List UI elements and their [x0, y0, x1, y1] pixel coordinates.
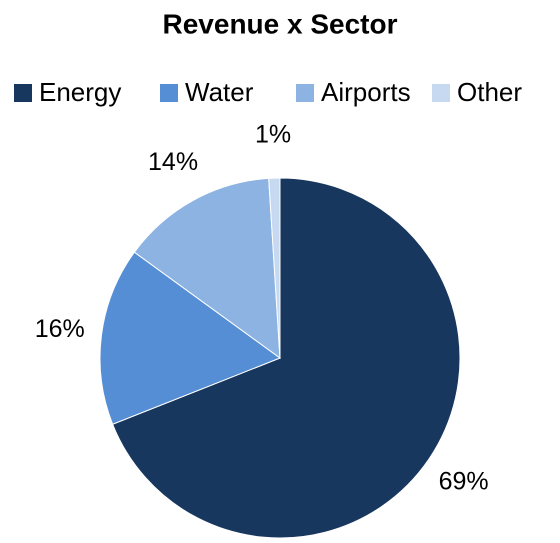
data-label: 16%: [35, 315, 85, 343]
chart-title: Revenue x Sector: [163, 8, 398, 39]
data-label: 14%: [148, 148, 198, 176]
legend-label: Water: [185, 77, 254, 107]
pie-slice: [99, 251, 282, 425]
legend-swatch: [14, 84, 32, 102]
pie-slice: [268, 177, 281, 359]
legend-label: Energy: [39, 77, 121, 107]
pie-slice: [133, 177, 281, 360]
pie-slice: [111, 177, 461, 539]
data-label: 69%: [439, 467, 489, 495]
legend-label: Other: [457, 77, 522, 107]
legend-swatch: [432, 84, 450, 102]
legend-swatch: [296, 84, 314, 102]
legend-label: Airports: [321, 77, 411, 107]
legend-swatch: [160, 84, 178, 102]
data-label: 1%: [255, 121, 291, 149]
